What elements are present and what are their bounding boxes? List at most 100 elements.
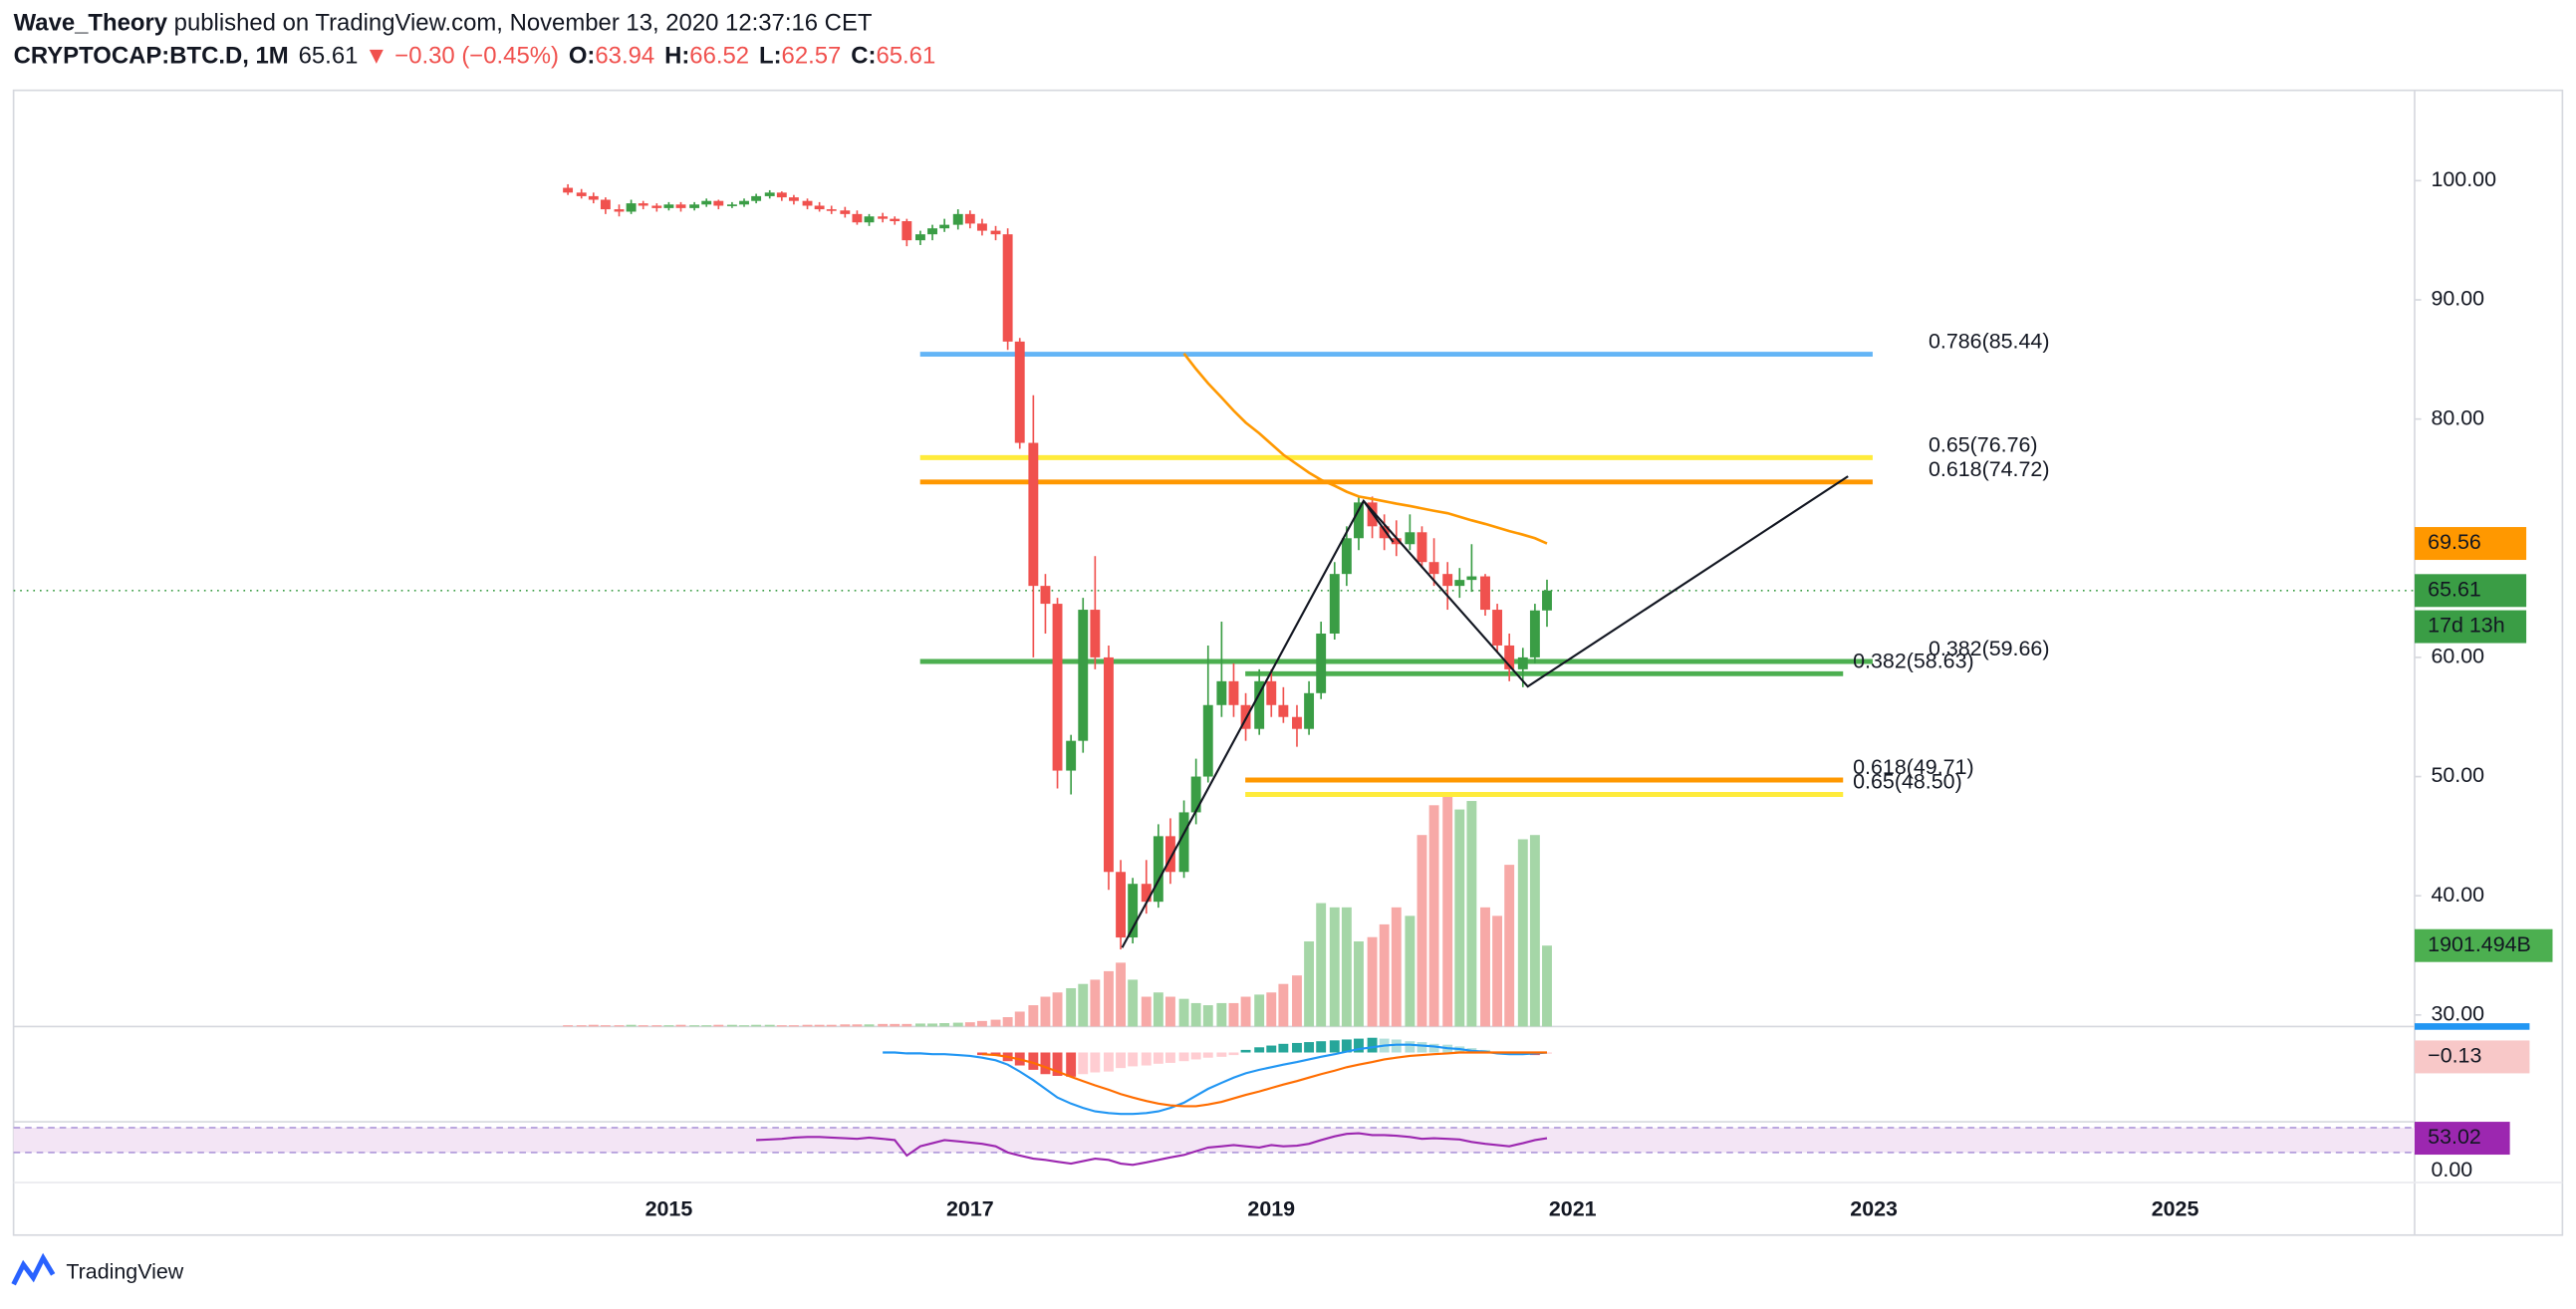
candle-body xyxy=(1504,645,1515,669)
candle-body xyxy=(1254,680,1265,729)
macd-histogram-bar xyxy=(1190,1052,1201,1060)
macd-histogram-bar xyxy=(1341,1039,1352,1053)
candle-body xyxy=(1066,740,1077,771)
candle-body xyxy=(1002,234,1013,342)
volume-bar xyxy=(1480,907,1490,1027)
candle-body xyxy=(1341,538,1352,575)
volume-bar xyxy=(964,1022,975,1027)
candle-body xyxy=(576,192,587,196)
macd-line xyxy=(883,1043,1548,1116)
last-price: 65.61 xyxy=(299,43,359,70)
moving-average xyxy=(1182,353,1548,545)
candle-body xyxy=(878,216,889,219)
fib-label: 0.382(59.66) xyxy=(1929,637,2049,660)
rsi-tag: 53.02 xyxy=(2428,1125,2481,1149)
candle-body xyxy=(990,230,1001,235)
volume-bar xyxy=(890,1023,901,1027)
signal-line xyxy=(981,1051,1547,1108)
header-line: Wave_Theory published on TradingView.com,… xyxy=(14,10,873,37)
x-tick-label: 2017 xyxy=(946,1197,994,1221)
candle-body xyxy=(1202,704,1213,777)
candle-body xyxy=(1542,590,1552,611)
macd-histogram-bar xyxy=(1141,1052,1152,1066)
volume-bar xyxy=(689,1025,700,1027)
candle-body xyxy=(902,221,912,241)
y-tick-label: 60.00 xyxy=(2431,645,2484,668)
x-tick-label: 2021 xyxy=(1549,1197,1597,1221)
candle-body xyxy=(1304,692,1315,729)
fib-label: 0.786(85.44) xyxy=(1929,330,2049,354)
macd-histogram-bar xyxy=(1292,1042,1302,1053)
volume-bar xyxy=(1304,940,1315,1027)
macd-histogram-bar xyxy=(1316,1041,1327,1053)
volume-bar xyxy=(663,1025,674,1027)
rsi-line xyxy=(756,1132,1548,1167)
logo-icon xyxy=(11,1252,56,1286)
volume-bar xyxy=(1492,916,1503,1027)
candle-body xyxy=(1104,656,1114,873)
volume-bar xyxy=(1454,809,1465,1027)
macd-histogram-bar xyxy=(1202,1052,1213,1058)
macd-tag: −0.13 xyxy=(2428,1044,2481,1068)
fib-label: 0.65(48.50) xyxy=(1853,770,1962,794)
candle-body xyxy=(1391,538,1402,545)
macd-histogram-bar xyxy=(1354,1038,1364,1053)
macd-histogram-bar xyxy=(1128,1052,1139,1067)
volume-bar xyxy=(864,1024,875,1027)
candle-body xyxy=(864,216,875,223)
candle-body xyxy=(1090,610,1101,657)
macd-histogram-bar xyxy=(1254,1047,1265,1053)
volume-bar xyxy=(1190,1002,1201,1027)
volume-bar xyxy=(1529,835,1540,1027)
rsi-tag-bg xyxy=(2414,1122,2510,1156)
macd-histogram-bar xyxy=(1367,1037,1378,1053)
macd-histogram-bar xyxy=(1417,1042,1427,1053)
candle-body xyxy=(713,200,724,206)
volume-bar xyxy=(1116,962,1127,1027)
volume-bar xyxy=(1542,945,1552,1027)
fib-label: 0.382(58.63) xyxy=(1853,649,1973,672)
candle-body xyxy=(952,213,963,225)
volume-bar xyxy=(1266,992,1277,1027)
volume-bar xyxy=(739,1025,749,1027)
candle-body xyxy=(1480,576,1490,611)
macd-histogram-bar xyxy=(1240,1049,1251,1053)
candle-body xyxy=(1116,872,1127,938)
candle-body xyxy=(1492,610,1503,646)
plot-area: 2015 2017 2019 2021 2023 2025 100.00 90.00 80.00… xyxy=(13,167,2553,1221)
candle-body xyxy=(1165,836,1175,873)
candle-body xyxy=(1014,341,1025,443)
x-tick-label: 2023 xyxy=(1850,1197,1898,1221)
macd-histogram-bar xyxy=(1428,1043,1439,1053)
candle-body xyxy=(826,209,837,211)
volume-bar xyxy=(1104,970,1114,1027)
y-tick-label: 0.00 xyxy=(2431,1158,2472,1181)
ma-tag: 69.56 xyxy=(2428,530,2481,554)
candle-body xyxy=(1454,580,1465,587)
macd-histogram-bar xyxy=(1028,1052,1039,1070)
candle-body xyxy=(638,203,648,206)
volume-bar xyxy=(764,1024,775,1027)
macd-histogram-bar xyxy=(1304,1042,1315,1053)
wave-drawing xyxy=(1121,475,1849,948)
volume-bar xyxy=(1090,979,1101,1027)
close-value: 65.61 xyxy=(876,43,935,70)
candle-body xyxy=(600,199,611,210)
y-tick-label: 100.00 xyxy=(2431,167,2496,191)
x-tick-label: 2025 xyxy=(2152,1197,2199,1221)
candle-body xyxy=(614,209,625,212)
volume-bar xyxy=(1341,907,1352,1027)
candle-body xyxy=(1316,633,1327,693)
macd-histogram-bar xyxy=(1116,1052,1127,1069)
macd-histogram-bar xyxy=(1066,1052,1077,1077)
candle-body xyxy=(1266,680,1277,705)
candle-body xyxy=(1040,586,1051,605)
candle-body xyxy=(1529,610,1540,657)
low-value: 62.57 xyxy=(782,43,842,70)
volume-bar xyxy=(563,1025,574,1027)
wave-drawing xyxy=(1362,500,1395,543)
volume-tag-bg xyxy=(2414,928,2553,962)
